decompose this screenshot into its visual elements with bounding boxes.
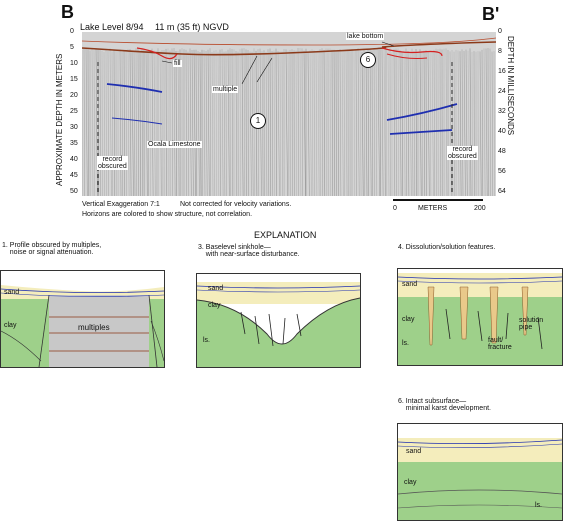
panel4-ls: ls. — [402, 340, 409, 347]
left-tick-label: 0 — [70, 28, 74, 35]
panel-profile-obscured — [0, 270, 165, 368]
profile-right-label: B' — [482, 4, 500, 24]
scale-start: 0 — [393, 205, 397, 212]
right-tick-label: 56 — [498, 168, 506, 175]
panel6-ls: ls. — [535, 502, 542, 509]
right-tick-label: 16 — [498, 68, 506, 75]
left-tick-label: 50 — [70, 188, 78, 195]
left-tick-label: 40 — [70, 156, 78, 163]
panel3-ls: ls. — [203, 337, 210, 344]
scale-bar — [393, 199, 483, 201]
label-record-obscured-right: record obscured — [447, 146, 478, 160]
panel-baselevel-sinkhole — [196, 273, 361, 368]
explanation-title: EXPLANATION — [254, 230, 317, 240]
panel-intact — [397, 423, 563, 521]
left-tick-label: 45 — [70, 172, 78, 179]
left-tick-label: 5 — [70, 44, 74, 51]
seismic-profile-image — [82, 32, 496, 196]
label-fill: fill — [173, 60, 182, 67]
caption-6: 6. Intact subsurface— minimal karst deve… — [398, 398, 491, 412]
note-velocity: Not corrected for velocity variations. — [180, 201, 292, 208]
label-record-obscured-left: record obscured — [97, 156, 128, 170]
right-tick-label: 8 — [498, 48, 502, 55]
left-tick-label: 15 — [70, 76, 78, 83]
label-multiple: multiple — [212, 86, 239, 93]
profile-lake-level: 11 m (35 ft) NGVD — [155, 22, 229, 32]
right-tick-label: 64 — [498, 188, 506, 195]
label-lake-bottom: lake bottom — [346, 33, 385, 40]
panel1-clay: clay — [4, 322, 17, 329]
panel1-sand: sand — [4, 289, 20, 296]
right-tick-label: 24 — [498, 88, 506, 95]
callout-1: 1 — [250, 113, 266, 129]
panel6-clay: clay — [404, 479, 417, 486]
left-axis-title: APPROXIMATE DEPTH IN METERS — [55, 53, 64, 186]
panel4-sand: sand — [402, 281, 418, 288]
note-exaggeration: Vertical Exaggeration 7:1 — [82, 201, 160, 208]
caption-1: 1. Profile obscured by multiples, noise … — [2, 242, 102, 256]
panel1-multiples: multiples — [78, 323, 110, 332]
scale-unit: METERS — [418, 205, 448, 212]
profile-header: Lake Level 8/94 — [80, 22, 144, 32]
left-tick-label: 20 — [70, 92, 78, 99]
profile-left-label: B — [61, 2, 74, 22]
right-tick-label: 32 — [498, 108, 506, 115]
panel3-sand: sand — [208, 285, 224, 292]
right-tick-label: 0 — [498, 28, 502, 35]
panel4-fault: fault/ fracture — [488, 337, 512, 351]
panel3-clay: clay — [208, 302, 221, 309]
scale-end: 200 — [474, 205, 486, 212]
caption-4: 4. Dissolution/solution features. — [398, 244, 496, 251]
right-tick-label: 40 — [498, 128, 506, 135]
panel4-pipe: solution pipe — [519, 317, 544, 331]
left-tick-label: 30 — [70, 124, 78, 131]
left-tick-label: 10 — [70, 60, 78, 67]
right-tick-label: 48 — [498, 148, 506, 155]
left-tick-label: 25 — [70, 108, 78, 115]
callout-6: 6 — [360, 52, 376, 68]
left-tick-label: 35 — [70, 140, 78, 147]
panel4-clay: clay — [402, 316, 415, 323]
panel6-sand: sand — [406, 448, 422, 455]
note-horizons: Horizons are colored to show structure, … — [82, 211, 253, 218]
label-ocala-limestone: Ocala Limestone — [147, 141, 202, 148]
caption-3: 3. Baselevel sinkhole— with near-surface… — [198, 244, 300, 258]
right-axis-title: DEPTH IN MILLISECONDS — [506, 36, 515, 136]
